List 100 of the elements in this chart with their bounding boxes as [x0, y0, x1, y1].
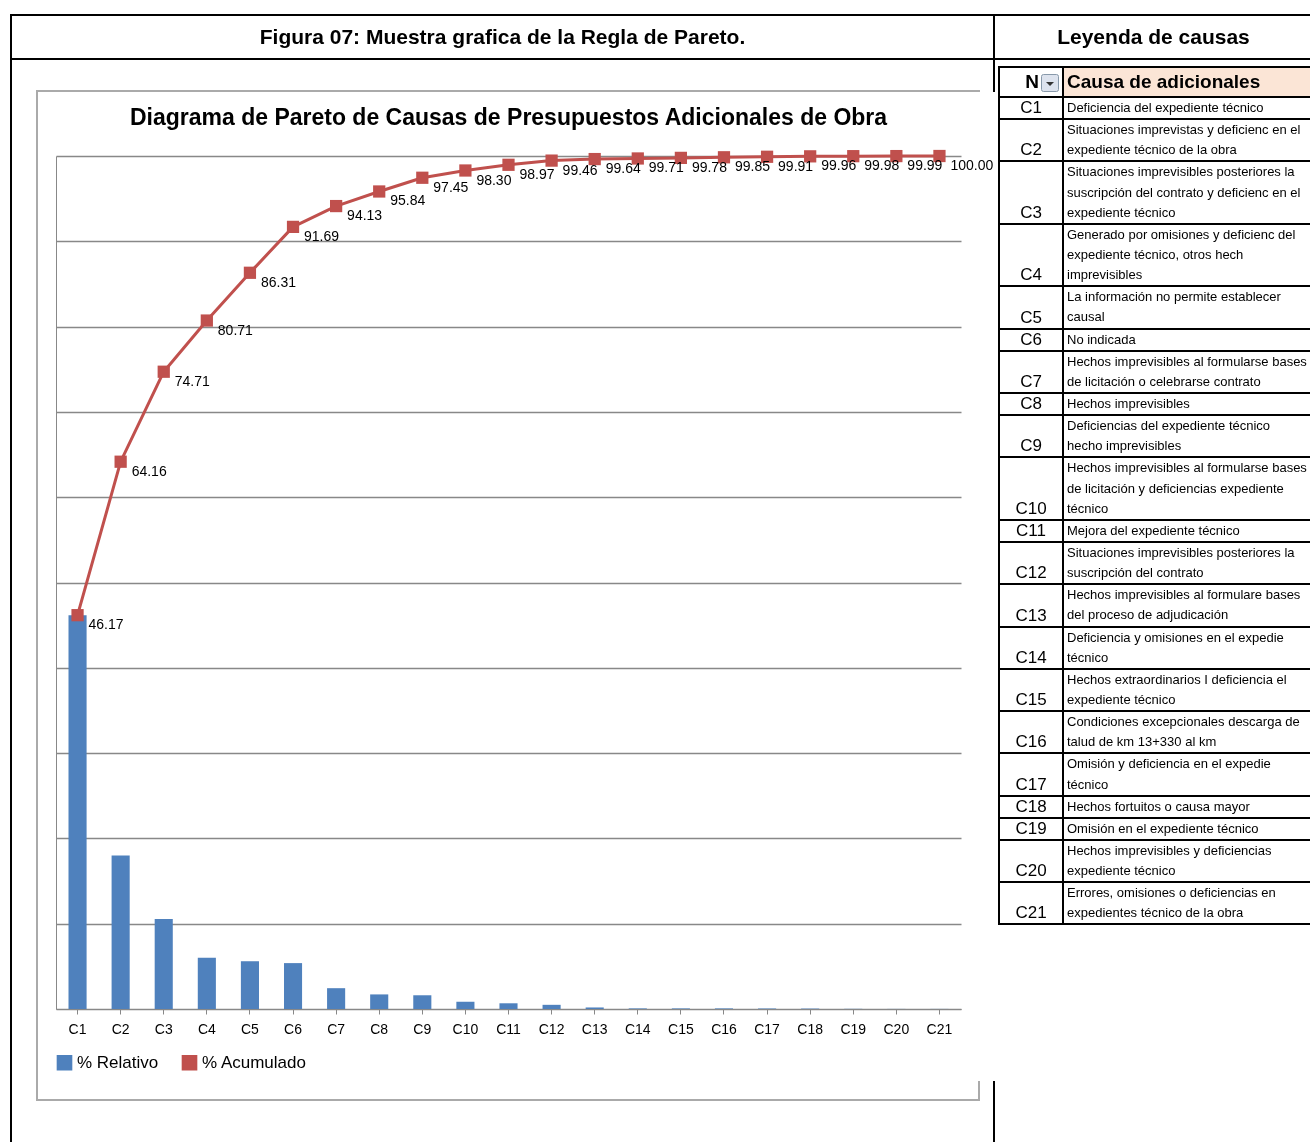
point: [157, 365, 170, 378]
text: Hechos imprevisibles y deficiencias expediente técnico: [1063, 839, 1310, 883]
x-tick-label: C21: [926, 1020, 953, 1037]
category-label: C14: [999, 626, 1063, 669]
data-label: 74.71: [174, 372, 210, 389]
category-label: C17: [999, 753, 1063, 796]
bar: [327, 988, 346, 1009]
text: Deficiencias del expediente técnico hecho imprevisibles: [1063, 415, 1310, 458]
data-label: 99.99: [907, 157, 943, 174]
data-label: 86.31: [260, 273, 297, 290]
x-tick-label: C12: [538, 1020, 565, 1037]
category-label: C21: [999, 882, 1063, 925]
category-label: C15: [999, 668, 1063, 712]
point: [114, 455, 127, 468]
x-tick-label: C19: [840, 1020, 867, 1037]
text: Deficiencia del expediente técnico: [1063, 97, 1310, 120]
x-tick-label: C4: [197, 1020, 216, 1037]
category-label: C13: [999, 584, 1063, 627]
bar: [283, 963, 303, 1009]
x-tick-label: C1: [68, 1020, 87, 1037]
bar: [111, 855, 130, 1009]
category-label: C16: [999, 711, 1063, 754]
data-label: 97.45: [433, 178, 469, 195]
data-label: 91.69: [304, 227, 340, 244]
text: Generado por omisiones y deficienc del expediente técnico, otros hech imprevisibles: [1063, 223, 1310, 287]
x-tick-label: C5: [240, 1020, 260, 1037]
text: Errores, omisiones o deficiencias en expedientes técnico de la obra: [1063, 882, 1310, 925]
text: Causa de adicionales: [1063, 67, 1310, 97]
legend-label: % Relativo: [77, 1052, 159, 1072]
text: N: [1025, 71, 1039, 92]
data-label: 80.71: [217, 321, 254, 338]
point: [330, 199, 343, 213]
data-label: 94.13: [347, 207, 383, 224]
category-label: C5: [999, 286, 1063, 329]
category-label: C6: [999, 328, 1063, 351]
category-label: C2: [999, 119, 1063, 162]
bar: [456, 1001, 475, 1009]
text: Hechos extraordinarios I deficiencia el expediente técnico: [1063, 668, 1310, 712]
text: Leyenda de causas: [995, 16, 1310, 60]
data-label: 98.30: [476, 171, 512, 188]
bar: [154, 919, 173, 1009]
point: [71, 609, 84, 622]
data-label: 46.17: [88, 616, 124, 633]
category-label: C1: [999, 97, 1063, 120]
bar: [197, 957, 216, 1009]
legend-label: % Acumulado: [202, 1052, 306, 1072]
category-label: C4: [999, 223, 1063, 287]
category-label: C19: [999, 817, 1063, 840]
text: Situaciones imprevisibles posteriores la suscripción del contrato: [1063, 541, 1310, 585]
data-label: 99.96: [821, 157, 857, 174]
text: La información no permite establecer causal: [1063, 286, 1310, 329]
text: No indicada: [1063, 328, 1310, 351]
x-tick-label: C13: [581, 1020, 608, 1037]
x-tick-label: C10: [452, 1020, 479, 1037]
data-label: 100.00: [950, 157, 994, 173]
category-label: C10: [999, 457, 1063, 520]
x-tick-label: C14: [624, 1020, 651, 1037]
bar: [542, 1004, 561, 1009]
x-tick-label: C15: [668, 1020, 694, 1037]
point: [200, 314, 213, 327]
category-label: C3: [999, 161, 1063, 224]
text: Hechos imprevisibles al formulare bases del proceso de adjudicación: [1063, 584, 1310, 627]
category-label: C12: [999, 541, 1063, 585]
data-label: 99.91: [778, 157, 814, 174]
category-label: C11: [999, 519, 1063, 542]
text: Situaciones imprevistas y deficienc en el expediente técnico de la obra: [1063, 119, 1310, 162]
point: [286, 220, 300, 234]
x-tick-label: C2: [111, 1020, 130, 1037]
chart-title: Figura 07: Muestra grafica de la Regla de Pareto.: [12, 16, 995, 60]
point: [416, 171, 429, 184]
text: Hechos imprevisibles al formularse bases de licitación y deficiencias expediente técnico: [1063, 457, 1310, 520]
text: Situaciones imprevisibles posteriores la suscripción del contrato y deficienc en el expediente técnico: [1063, 161, 1310, 224]
text: Omisión y deficiencia en el expedie técnico: [1063, 753, 1310, 796]
bar: [413, 995, 432, 1009]
x-tick-label: C18: [797, 1020, 824, 1037]
data-label: 95.84: [390, 192, 426, 209]
point: [243, 266, 257, 279]
category-label: C18: [999, 795, 1063, 818]
point: [545, 154, 558, 167]
x-tick-label: C17: [754, 1020, 781, 1037]
data-label: 99.46: [562, 161, 598, 178]
text: Hechos fortuitos o causa mayor: [1063, 795, 1310, 818]
x-tick-label: C3: [154, 1020, 173, 1037]
category-label: C7: [999, 350, 1063, 393]
x-tick-label: C9: [413, 1020, 432, 1037]
text: Deficiencia y omisiones en el expedie técnico: [1063, 626, 1310, 669]
x-tick-label: C8: [370, 1020, 389, 1037]
point: [459, 164, 472, 177]
text: Hechos imprevisibles al formularse bases de licitación o celebrarse contrato: [1063, 350, 1310, 393]
x-tick-label: C20: [883, 1020, 910, 1037]
text: Mejora del expediente técnico: [1063, 519, 1310, 542]
x-tick-label: C7: [327, 1020, 346, 1037]
text: Hechos imprevisibles: [1063, 392, 1310, 416]
category-label: C20: [999, 839, 1063, 883]
category-label: C9: [999, 415, 1063, 458]
bar: [68, 615, 87, 1009]
x-tick-label: C16: [711, 1020, 738, 1037]
data-label: 99.71: [648, 159, 685, 176]
category-label: C8: [999, 392, 1063, 416]
data-label: 99.64: [605, 160, 641, 177]
